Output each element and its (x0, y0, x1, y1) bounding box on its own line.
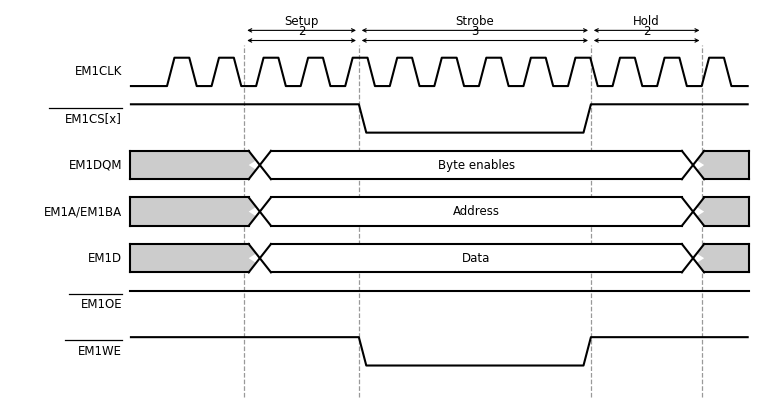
Polygon shape (130, 151, 260, 179)
Polygon shape (693, 151, 749, 179)
Polygon shape (130, 244, 260, 273)
Text: EM1CS[x]: EM1CS[x] (66, 112, 122, 125)
Text: EM1A/EM1BA: EM1A/EM1BA (44, 205, 122, 218)
Text: Hold: Hold (633, 15, 660, 28)
Text: 3: 3 (471, 26, 478, 38)
Polygon shape (130, 198, 260, 226)
Text: EM1CLK: EM1CLK (75, 65, 122, 79)
Text: EM1D: EM1D (88, 252, 122, 265)
Text: Setup: Setup (284, 15, 319, 28)
Text: Data: Data (462, 252, 490, 265)
Polygon shape (693, 198, 749, 226)
Polygon shape (249, 244, 704, 273)
Text: Strobe: Strobe (455, 15, 494, 28)
Text: Address: Address (453, 205, 500, 218)
Polygon shape (249, 151, 704, 179)
Text: Byte enables: Byte enables (438, 158, 515, 172)
Text: 2: 2 (298, 26, 306, 38)
Text: EM1OE: EM1OE (81, 298, 122, 311)
Text: 2: 2 (643, 26, 650, 38)
Polygon shape (693, 244, 749, 273)
Text: EM1WE: EM1WE (78, 345, 122, 358)
Polygon shape (249, 198, 704, 226)
Text: EM1DQM: EM1DQM (69, 158, 122, 172)
